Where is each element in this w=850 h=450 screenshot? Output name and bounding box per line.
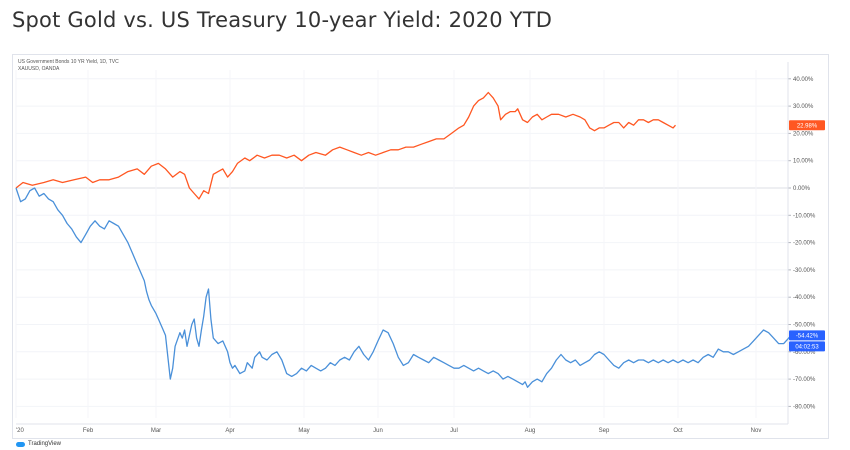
- y-tick-label: -70.00%: [793, 377, 816, 383]
- chart-legend: US Government Bonds 10 YR Yield, 1D, TVC…: [18, 59, 119, 73]
- countdown-badge-bg: [789, 341, 825, 352]
- y-tick-label: 10.00%: [793, 159, 814, 165]
- x-tick-label: Jul: [450, 428, 458, 434]
- legend-gold-label: XAUUSD, OANDA: [18, 66, 60, 72]
- page-title: Spot Gold vs. US Treasury 10-year Yield:…: [12, 8, 553, 32]
- gold-last-badge: 22.98%: [797, 124, 818, 130]
- x-tick-label: Oct: [673, 428, 683, 434]
- series-line-gold: [15, 91, 676, 200]
- y-tick-label: -80.00%: [793, 404, 816, 410]
- x-tick-label: Feb: [83, 428, 94, 434]
- y-tick-label: -30.00%: [793, 268, 816, 274]
- x-tick-label: Mar: [151, 428, 161, 434]
- legend-yield-label: US Government Bonds 10 YR Yield, 1D, TVC: [18, 59, 119, 65]
- y-tick-label: 20.00%: [793, 131, 814, 137]
- axis-layer: 40.00% 30.00% 20.00% 10.00% 0.00% -10.00% -20.…: [16, 62, 816, 434]
- countdown-badge: 04:02:53: [795, 345, 819, 351]
- y-tick-label: -40.00%: [793, 295, 816, 301]
- gold-last-badge-bg: [789, 120, 825, 131]
- series-line-yield: [15, 187, 800, 388]
- y-tick-label: -60.00%: [793, 350, 816, 356]
- tradingview-brand[interactable]: TradingView: [16, 441, 61, 447]
- yield-last-badge: -54.42%: [796, 334, 819, 340]
- badge-layer: 22.98% -54.42% 04:02:53: [789, 120, 825, 352]
- y-tick-label: -20.00%: [793, 241, 816, 247]
- y-tick-label: -10.00%: [793, 213, 816, 219]
- chart-frame: [12, 54, 829, 439]
- x-tick-label: Aug: [525, 428, 536, 434]
- series-layer: [15, 91, 800, 388]
- tradingview-label: TradingView: [28, 441, 62, 447]
- y-tick-label: -50.00%: [793, 323, 816, 329]
- x-tick-label: '20: [16, 428, 24, 434]
- y-tick-label: 40.00%: [793, 77, 814, 83]
- tradingview-logo-icon: [16, 441, 25, 447]
- y-tick-label: 0.00%: [793, 186, 811, 192]
- y-tick-label: 30.00%: [793, 104, 814, 110]
- x-tick-label: Sep: [599, 428, 610, 434]
- x-tick-label: Nov: [751, 428, 762, 434]
- x-tick-label: Jun: [373, 428, 383, 434]
- x-tick-label: Apr: [225, 428, 234, 434]
- grid-layer: [15, 70, 788, 418]
- yield-last-badge-bg: [789, 330, 825, 341]
- x-tick-label: May: [298, 428, 309, 434]
